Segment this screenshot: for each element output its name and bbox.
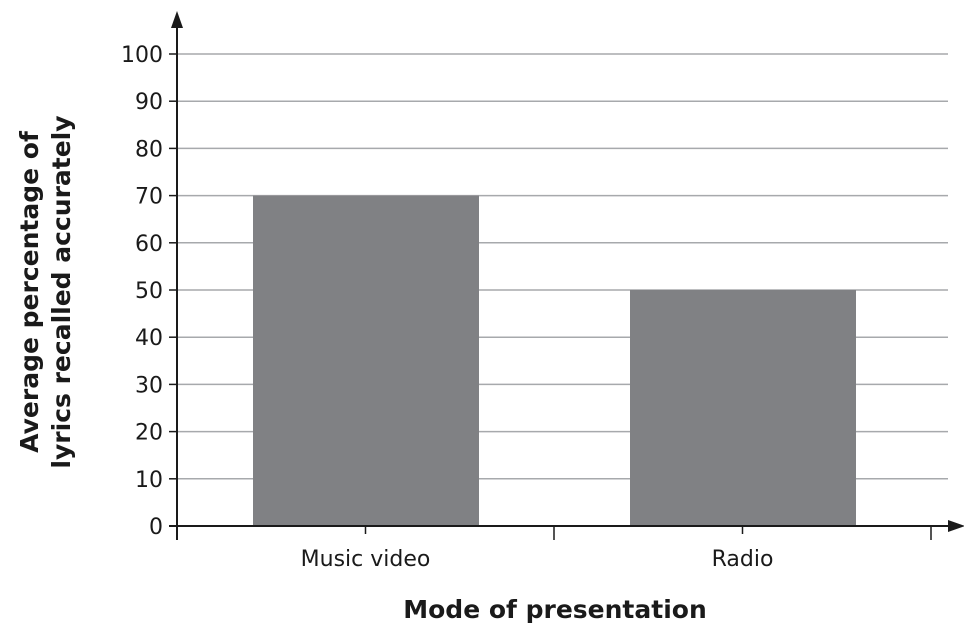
bars xyxy=(253,195,856,526)
x-tick-label: Music video xyxy=(301,547,431,572)
y-tick-label: 10 xyxy=(135,468,163,493)
y-tick-label: 20 xyxy=(135,421,163,446)
y-tick-label: 30 xyxy=(135,373,163,398)
y-tick-label: 80 xyxy=(135,137,163,162)
y-tick-label: 100 xyxy=(121,43,163,68)
y-tick-label: 60 xyxy=(135,232,163,257)
y-tick-label: 50 xyxy=(135,279,163,304)
y-ticks: 0 10 20 30 40 50 60 70 80 90 100 xyxy=(121,43,177,540)
x-axis-arrow-icon xyxy=(948,520,964,532)
x-tick-label: Radio xyxy=(712,547,774,572)
y-axis-title: Average percentage of lyrics recalled ac… xyxy=(15,115,76,468)
y-tick-label: 0 xyxy=(149,515,163,540)
axes xyxy=(169,11,964,540)
x-ticks: Music video Radio xyxy=(301,526,932,572)
y-tick-label: 70 xyxy=(135,185,163,210)
y-axis-title-line-2: lyrics recalled accurately xyxy=(47,115,76,468)
bar-music-video xyxy=(253,195,479,526)
y-axis-title-line-1: Average percentage of xyxy=(15,130,44,453)
bar-radio xyxy=(630,290,856,526)
y-axis-arrow-icon xyxy=(171,11,183,28)
x-axis-title: Mode of presentation xyxy=(403,595,707,624)
y-tick-label: 90 xyxy=(135,90,163,115)
y-tick-label: 40 xyxy=(135,326,163,351)
